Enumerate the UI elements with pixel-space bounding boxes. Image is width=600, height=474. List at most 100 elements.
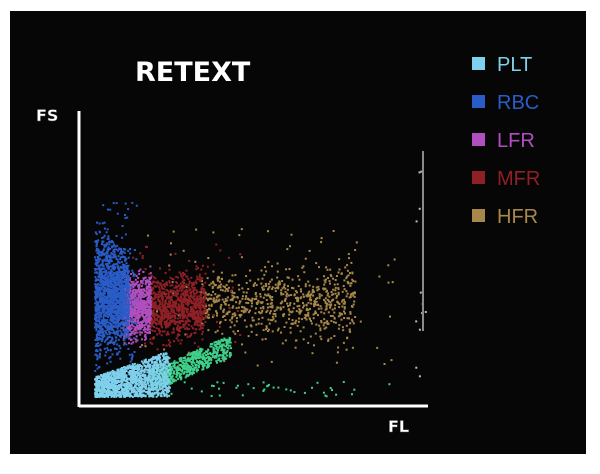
mfr-point [191,317,194,320]
mfr-point [161,330,164,333]
lfr-point [132,301,135,304]
rbc-point [113,322,116,324]
lfr-point [147,286,150,289]
rbc-point [94,325,97,328]
hfr-point [306,295,309,298]
hfr-point [243,306,246,309]
rbc-point [100,331,103,334]
green-point [181,370,184,373]
hfr-point [222,285,225,288]
rbc-point [108,303,111,306]
mfr-point [171,277,174,280]
rbc-point [98,320,101,323]
mfr-point [202,299,205,302]
hfr-point [257,318,260,321]
lfr-point [139,292,142,295]
rbc-point [112,202,115,205]
green-point [272,386,275,389]
green-point [184,356,187,359]
hfr-point [323,283,326,286]
lfr-point [128,297,131,300]
mfr-point [182,300,185,303]
mfr-point [187,323,190,326]
mfr-point [186,336,189,339]
rbc-point [123,275,126,278]
hfr-point [323,322,326,324]
lfr-point [143,293,146,296]
green-point [193,369,196,372]
mfr-point [167,333,170,336]
rbc-point [107,302,110,305]
green-point [262,381,265,384]
mfr-point [199,321,202,324]
green-point [165,380,168,383]
lfr-point [123,341,126,344]
mfr-point [190,325,193,328]
rbc-point [120,331,123,334]
hfr-point [393,258,396,261]
mfr-point [180,302,183,305]
lfr-point [148,299,150,302]
green-point [204,358,207,361]
hfr-point [226,299,229,302]
rbc-point [107,246,110,249]
hfr-point [284,287,287,290]
lfr-point [134,338,137,341]
rbc-point [111,264,114,267]
green-point [180,378,183,381]
hfr-point [211,285,214,288]
hfr-point [259,293,262,296]
mfr-point [182,272,184,274]
rbc-point [116,244,119,247]
hfr-point [301,266,304,269]
mfr-point [168,268,171,271]
lfr-point [147,280,150,283]
rbc-point [117,300,120,303]
mfr-point [179,314,182,317]
rbc-point [101,281,104,284]
hfr-point [334,304,337,307]
hfr-point [285,294,288,297]
hfr-point [238,284,241,287]
hfr-point [228,279,231,282]
mfr-point [157,314,160,317]
green-point [266,384,269,387]
rbc-point [117,295,120,298]
hfr-point [267,306,269,309]
green-point [229,344,232,347]
lfr-point [138,270,140,273]
hfr-point [318,266,320,269]
hfr-point [172,292,175,295]
green-point [190,357,192,360]
mfr-point [154,321,157,324]
mfr-point [178,312,181,315]
mfr-point [175,275,178,278]
mfr-point [165,333,168,336]
mfr-point [172,294,175,297]
mfr-point [184,314,186,317]
mfr-point [160,311,163,314]
hfr-point [307,314,310,317]
green-point [164,370,167,372]
mfr-point [195,289,198,292]
hfr-point [255,297,258,300]
hfr-point [326,294,329,297]
rbc-point [116,310,119,313]
green-point [194,354,197,357]
mfr-point [149,338,152,341]
hfr-point [235,320,238,323]
mfr-point [174,305,177,308]
lfr-point [134,312,137,315]
hfr-point [260,282,263,285]
rbc-point [120,290,122,293]
rbc-point [116,264,119,267]
lfr-point [146,327,149,330]
rbc-point [103,275,106,278]
rbc-point [102,236,105,239]
hfr-point [231,299,234,302]
mfr-point [148,279,150,281]
hfr-point [332,230,335,232]
green-point [213,351,216,354]
mfr-point [165,288,168,291]
rbc-point [94,313,97,316]
